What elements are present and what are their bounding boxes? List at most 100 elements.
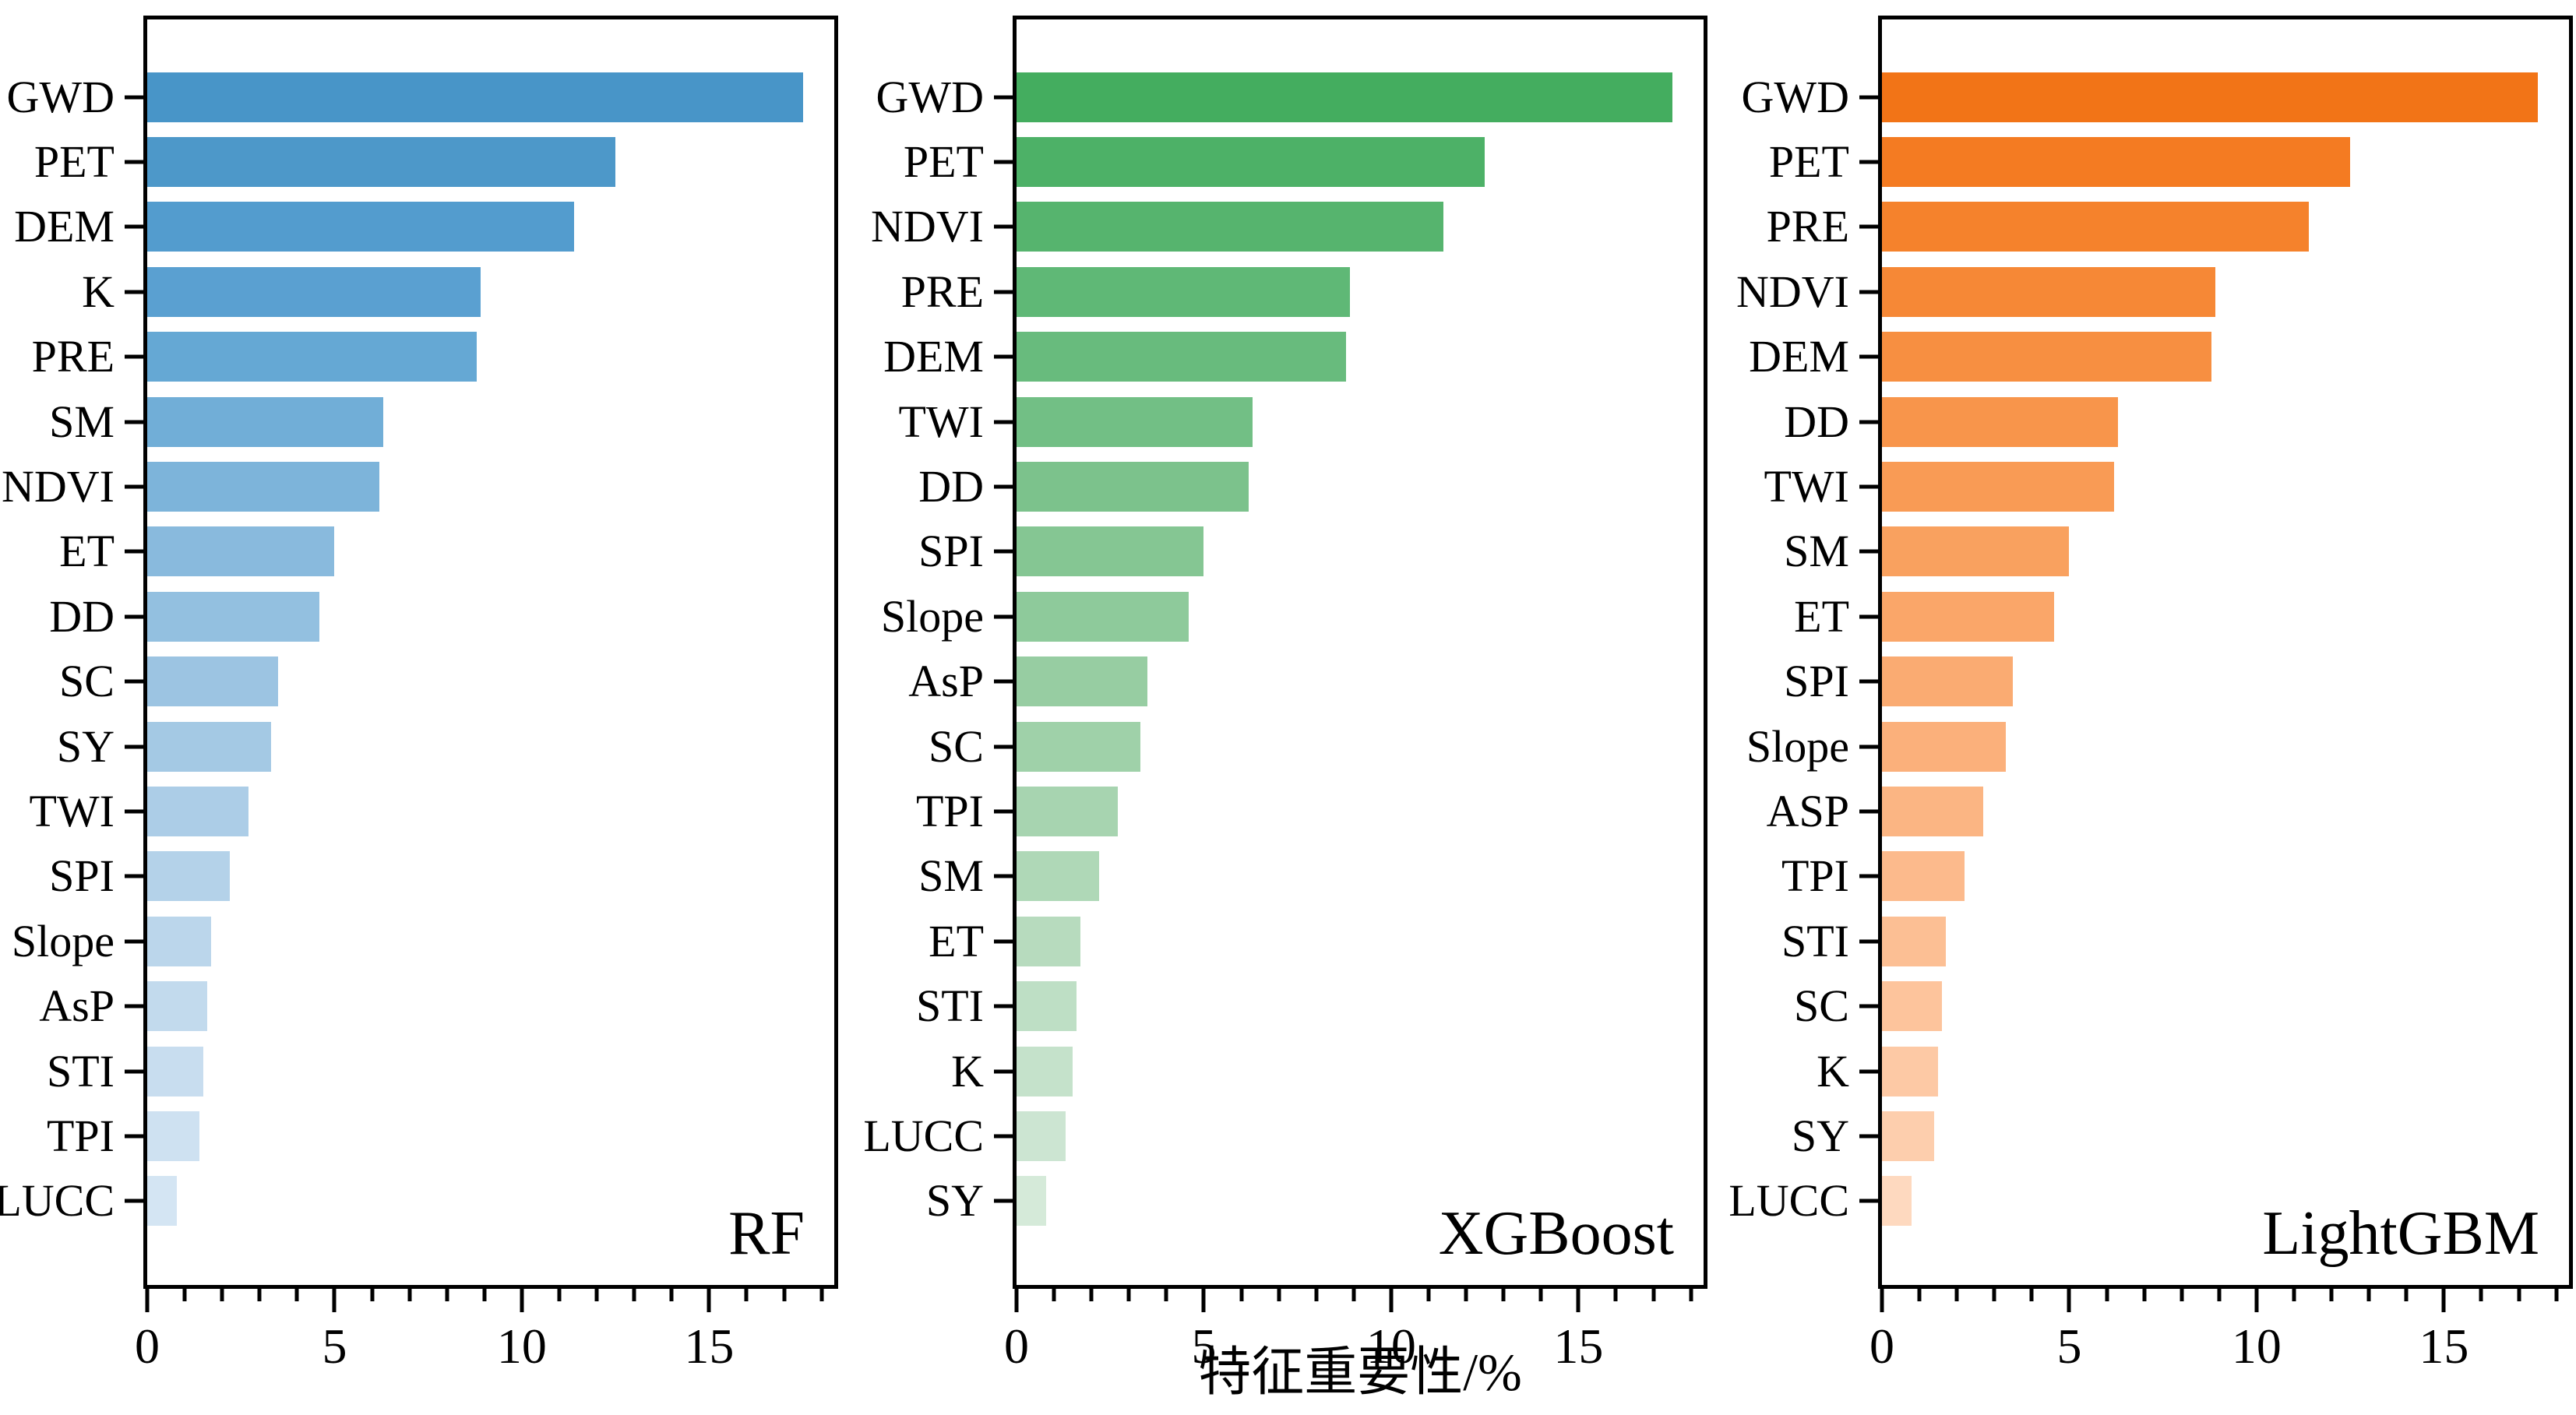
y-tick: [125, 484, 143, 489]
y-tick: [994, 679, 1013, 684]
bar-sy: [1882, 1111, 1935, 1161]
y-tick: [1859, 744, 1878, 749]
bar-twi: [1017, 396, 1253, 447]
bar-row: SPI: [1784, 649, 2569, 714]
bar-row: SY: [926, 1169, 1704, 1234]
y-tick-label: Slope: [11, 915, 115, 966]
bar-k: [1017, 1046, 1073, 1096]
y-tick: [994, 614, 1013, 619]
y-tick: [1859, 224, 1878, 229]
bar-pre: [147, 332, 477, 382]
bar-lucc: [147, 1176, 178, 1227]
x-minor-tick: [1052, 1289, 1056, 1301]
bar-row: PET: [1769, 129, 2569, 194]
x-minor-tick: [2180, 1289, 2184, 1301]
bar-sm: [1017, 851, 1099, 902]
x-minor-tick: [1089, 1289, 1094, 1301]
bar-row: SC: [929, 714, 1704, 779]
y-tick-label: SPI: [49, 850, 115, 902]
y-tick: [1859, 1004, 1878, 1008]
bar-row: Slope: [881, 584, 1704, 649]
y-tick-label: TWI: [1764, 461, 1850, 512]
x-minor-tick: [1538, 1289, 1543, 1301]
bar-sm: [1882, 526, 2070, 577]
bar-sti: [1017, 981, 1077, 1032]
x-minor-tick: [2554, 1289, 2559, 1301]
y-tick-label: PET: [1768, 136, 1849, 188]
bar-sc: [1882, 981, 1942, 1032]
bar-dem: [1882, 332, 2212, 382]
x-minor-tick: [2029, 1289, 2034, 1301]
y-tick-label: LUCC: [863, 1110, 984, 1161]
bar-row: SC: [1794, 973, 2569, 1038]
y-tick-label: DEM: [14, 201, 115, 252]
x-minor-tick: [445, 1289, 449, 1301]
bar-row: TWI: [30, 779, 834, 843]
y-tick: [1859, 614, 1878, 619]
y-tick: [1859, 290, 1878, 294]
x-minor-tick: [2366, 1289, 2371, 1301]
x-major-tick: [520, 1289, 524, 1312]
bar-row: SC: [59, 649, 834, 714]
y-tick-label: Slope: [880, 590, 984, 642]
y-tick-label: K: [951, 1045, 984, 1096]
x-minor-tick: [594, 1289, 599, 1301]
x-tick-label: 0: [135, 1318, 160, 1374]
x-major-tick: [1014, 1289, 1019, 1312]
y-tick: [994, 290, 1013, 294]
y-tick-label: PET: [903, 136, 984, 188]
x-minor-tick: [370, 1289, 375, 1301]
y-tick-label: AsP: [908, 656, 984, 707]
bar-rows: GWD PET DEM K PRE SM NDVI ET DD SC SY TWI SPI Slope As…: [0, 19, 834, 1285]
y-tick: [125, 420, 143, 424]
y-tick-label: SY: [925, 1175, 984, 1227]
bar-row: DD: [918, 454, 1704, 519]
y-tick: [1859, 1134, 1878, 1139]
y-tick-label: SC: [929, 720, 984, 772]
bar-dd: [1017, 462, 1249, 512]
bar-row: TPI: [1781, 844, 2569, 909]
y-tick: [1859, 549, 1878, 554]
bar-row: LUCC: [1728, 1169, 2569, 1234]
bar-dd: [147, 591, 320, 642]
plot-box: GWD PET DEM K PRE SM NDVI ET DD SC SY TWI SPI Slope As…: [0, 16, 838, 1289]
y-tick: [994, 874, 1013, 878]
x-tick-label: 15: [684, 1318, 735, 1374]
y-tick: [125, 224, 143, 229]
x-axis-ticks: 0 5 10 15: [1869, 1289, 2569, 1390]
y-tick-label: DD: [49, 590, 115, 642]
x-minor-tick: [182, 1289, 187, 1301]
x-tick-label: 0: [1004, 1318, 1029, 1374]
bar-row: PET: [904, 129, 1704, 194]
x-minor-tick: [1426, 1289, 1431, 1301]
bar-gwd: [1882, 72, 2538, 122]
bar-ndvi: [1017, 202, 1444, 252]
x-major-tick: [1201, 1289, 1206, 1312]
x-minor-tick: [294, 1289, 299, 1301]
bar-sti: [1882, 916, 1946, 966]
y-tick: [1859, 484, 1878, 489]
y-tick: [1859, 95, 1878, 100]
bar-asp: [1017, 656, 1148, 707]
y-tick: [1859, 939, 1878, 944]
y-tick: [994, 809, 1013, 814]
y-tick-label: SM: [49, 396, 115, 447]
bar-row: TPI: [916, 779, 1704, 843]
y-tick-label: TPI: [1781, 850, 1849, 902]
bar-rows: GWD PET NDVI PRE DEM TWI DD SPI Slope AsP SC TPI SM E…: [863, 19, 1704, 1285]
bar-row: PRE: [1767, 195, 2569, 259]
x-minor-tick: [2105, 1289, 2109, 1301]
y-tick: [125, 1199, 143, 1203]
bar-spi: [1882, 656, 2014, 707]
y-tick-label: PET: [33, 136, 115, 188]
bar-row: ET: [929, 909, 1704, 973]
x-minor-tick: [2479, 1289, 2483, 1301]
bar-slope: [1882, 721, 2006, 772]
bar-row: DEM: [883, 325, 1704, 389]
y-tick-label: ASP: [1766, 785, 1849, 836]
x-minor-tick: [557, 1289, 562, 1301]
y-tick-label: GWD: [6, 71, 115, 122]
x-axis-ticks: 0 5 10 15: [1004, 1289, 1704, 1390]
x-minor-tick: [782, 1289, 787, 1301]
x-tick-label: 5: [322, 1318, 347, 1374]
